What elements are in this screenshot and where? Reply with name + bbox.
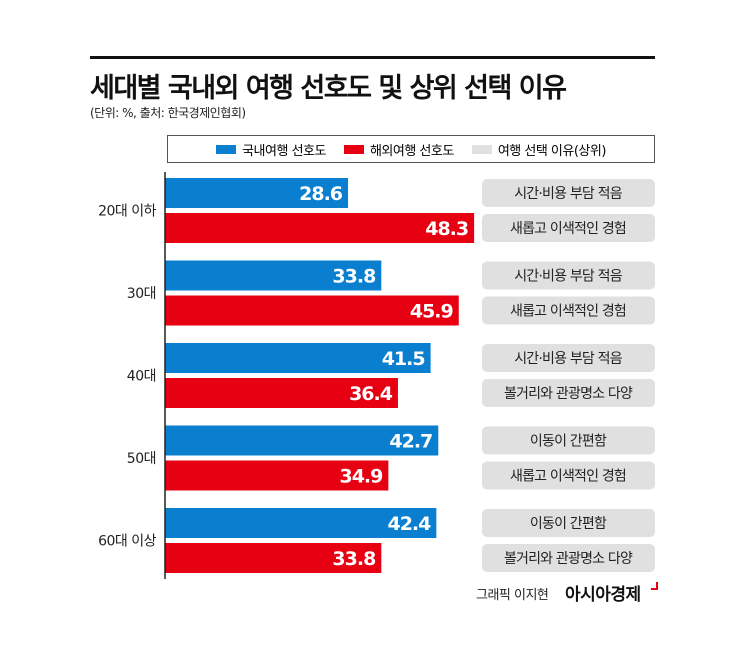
bar (165, 378, 398, 408)
reason-box (482, 214, 655, 242)
graphic-credit: 그래픽 이지현 (476, 588, 549, 603)
bar (165, 178, 349, 208)
reason-box (482, 261, 655, 290)
reason-box (482, 426, 655, 455)
legend-item-overseas: 해외여행 선호도 (343, 140, 454, 159)
category-label: 60대 이상 (98, 534, 157, 550)
category-label: 30대 (127, 286, 156, 302)
legend-label: 국내여행 선호도 (242, 143, 326, 159)
category-label: 40대 (127, 369, 156, 385)
bar (165, 343, 431, 373)
reason-label: 시간·비용 부담 적음 (514, 351, 623, 367)
data-label: 41.5 (382, 348, 425, 370)
data-label: 42.4 (387, 513, 431, 535)
data-label: 34.9 (339, 466, 382, 488)
reason-box (482, 179, 655, 207)
category-label: 50대 (127, 451, 156, 467)
reason-box (482, 461, 655, 490)
reason-box (482, 544, 655, 572)
data-label: 36.4 (349, 383, 393, 405)
data-label: 28.6 (299, 183, 343, 205)
bar (165, 543, 382, 573)
data-label: 48.3 (425, 218, 468, 240)
reason-box (482, 509, 655, 537)
legend-label: 해외여행 선호도 (369, 143, 454, 159)
reason-box (482, 296, 655, 325)
data-label: 33.8 (332, 266, 376, 288)
legend-swatch (343, 144, 364, 154)
reason-label: 볼거리와 관광명소 다양 (504, 551, 633, 567)
legend: 국내여행 선호도 해외여행 선호도 여행 선택 이유(상위) (167, 135, 655, 163)
legend-item-domestic: 국내여행 선호도 (216, 140, 326, 159)
reason-box (482, 344, 655, 372)
chart-subtitle: (단위: %, 출처: 한국경제인협회) (90, 106, 246, 120)
reason-label: 시간·비용 부담 적음 (514, 269, 623, 285)
data-label: 42.7 (389, 431, 432, 453)
reason-label: 볼거리와 관광명소 다양 (504, 386, 633, 402)
bar (165, 260, 382, 291)
bar (165, 460, 389, 491)
data-label: 33.8 (332, 548, 376, 570)
legend-swatch (471, 144, 492, 154)
reason-label: 새롭고 이색적인 경험 (510, 221, 626, 237)
chart-title: 세대별 국내외 여행 선호도 및 상위 선택 이유 (90, 73, 567, 104)
bar (165, 295, 459, 326)
reason-box (482, 379, 655, 407)
reason-label: 새롭고 이색적인 경험 (510, 469, 626, 485)
reason-label: 이동이 간편함 (530, 434, 607, 450)
legend-swatch (216, 144, 237, 154)
bar (165, 508, 437, 538)
legend-label: 여행 선택 이유(상위) (497, 143, 607, 159)
reason-label: 시간·비용 부담 적음 (514, 186, 623, 202)
brand-mark-icon (651, 582, 658, 590)
bar (165, 425, 439, 456)
data-label: 45.9 (410, 301, 453, 323)
reason-label: 이동이 간편함 (530, 516, 607, 532)
top-rule (90, 56, 655, 59)
bar (165, 213, 475, 243)
brand-logo: 아시아경제 (565, 585, 641, 605)
reason-label: 새롭고 이색적인 경험 (510, 304, 626, 320)
category-label: 20대 이하 (98, 204, 157, 220)
legend-item-reason: 여행 선택 이유(상위) (471, 140, 607, 159)
